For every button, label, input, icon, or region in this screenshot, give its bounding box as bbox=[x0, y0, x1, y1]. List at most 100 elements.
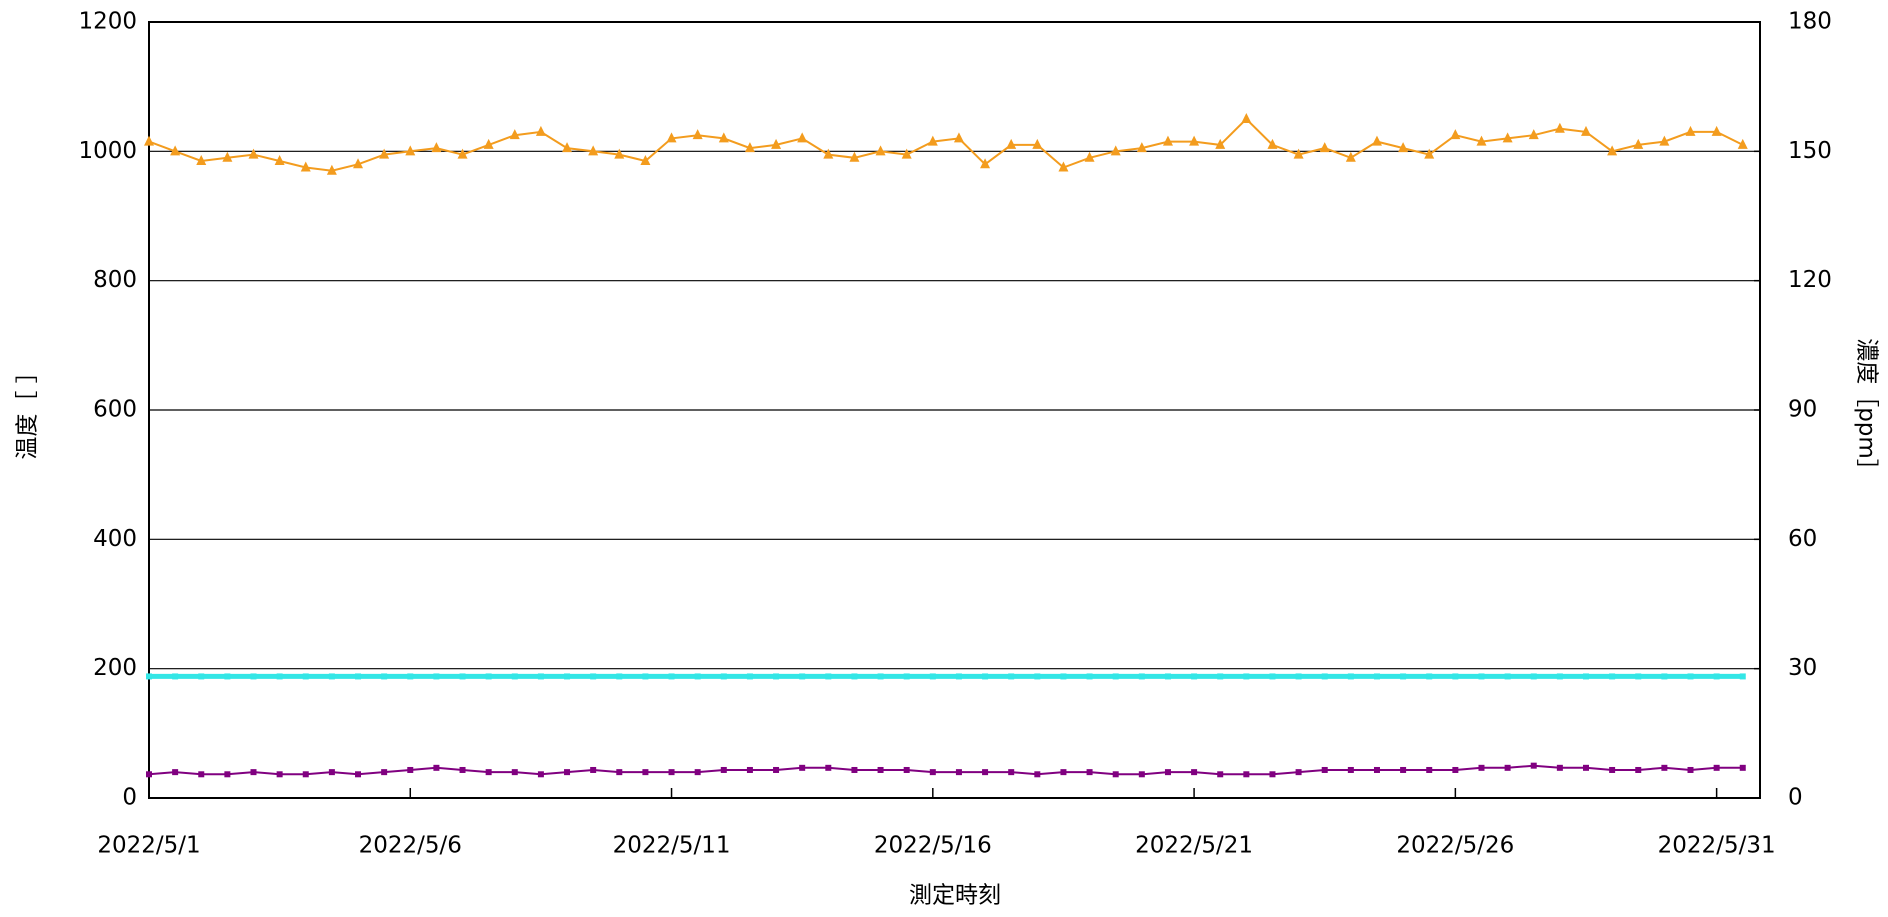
plot-frame bbox=[148, 21, 1761, 799]
marker bbox=[407, 673, 414, 680]
x-tick-label: 2022/5/26 bbox=[1396, 833, 1514, 859]
marker bbox=[982, 769, 989, 776]
marker bbox=[1426, 673, 1433, 680]
marker bbox=[1060, 769, 1067, 776]
y2-tick-label: 90 bbox=[1788, 397, 1817, 423]
marker bbox=[302, 771, 309, 778]
y2-tick-label: 0 bbox=[1788, 785, 1803, 811]
marker bbox=[590, 766, 597, 773]
marker bbox=[300, 161, 311, 172]
y2-tick-label: 180 bbox=[1788, 9, 1832, 35]
marker bbox=[955, 673, 962, 680]
marker bbox=[1086, 769, 1093, 776]
marker bbox=[903, 673, 910, 680]
marker bbox=[1609, 766, 1616, 773]
marker bbox=[1136, 142, 1147, 153]
marker bbox=[1086, 673, 1093, 680]
marker bbox=[1138, 771, 1145, 778]
marker bbox=[1582, 764, 1589, 771]
marker bbox=[483, 138, 494, 149]
marker bbox=[1267, 138, 1278, 149]
marker bbox=[1217, 771, 1224, 778]
marker bbox=[694, 769, 701, 776]
marker bbox=[980, 158, 991, 169]
marker bbox=[668, 673, 675, 680]
marker bbox=[746, 673, 753, 680]
marker bbox=[276, 673, 283, 680]
marker bbox=[744, 142, 755, 153]
marker bbox=[1739, 764, 1746, 771]
marker bbox=[590, 673, 597, 680]
marker bbox=[823, 148, 834, 159]
marker bbox=[1164, 769, 1171, 776]
marker bbox=[381, 769, 388, 776]
marker bbox=[1241, 113, 1252, 123]
marker bbox=[875, 145, 886, 156]
marker bbox=[250, 769, 257, 776]
marker bbox=[773, 766, 780, 773]
marker bbox=[326, 164, 337, 175]
marker bbox=[1556, 673, 1563, 680]
marker bbox=[302, 673, 309, 680]
marker bbox=[1713, 764, 1720, 771]
marker bbox=[588, 145, 599, 156]
marker bbox=[1528, 129, 1539, 140]
marker bbox=[1502, 132, 1513, 143]
marker bbox=[222, 151, 233, 162]
y-tick-label: 600 bbox=[93, 397, 137, 423]
marker bbox=[718, 132, 729, 143]
marker bbox=[1373, 673, 1380, 680]
marker bbox=[797, 132, 808, 143]
marker bbox=[485, 673, 492, 680]
marker bbox=[851, 766, 858, 773]
marker bbox=[170, 145, 181, 156]
marker bbox=[1347, 766, 1354, 773]
marker bbox=[562, 142, 573, 153]
x-axis-title: 測定時刻 bbox=[909, 883, 1001, 909]
marker bbox=[953, 132, 964, 143]
marker bbox=[485, 769, 492, 776]
marker bbox=[1162, 135, 1173, 146]
marker bbox=[1478, 764, 1485, 771]
marker bbox=[433, 764, 440, 771]
marker bbox=[1580, 125, 1591, 136]
marker bbox=[1008, 673, 1015, 680]
marker bbox=[535, 125, 546, 136]
marker bbox=[825, 764, 832, 771]
marker bbox=[1191, 769, 1198, 776]
marker bbox=[1633, 138, 1644, 149]
marker bbox=[1034, 771, 1041, 778]
marker bbox=[433, 673, 440, 680]
marker bbox=[172, 769, 179, 776]
marker bbox=[172, 673, 179, 680]
marker bbox=[1450, 129, 1461, 140]
marker bbox=[1269, 673, 1276, 680]
y2-tick-label: 150 bbox=[1788, 138, 1832, 164]
marker bbox=[642, 673, 649, 680]
marker bbox=[457, 148, 468, 159]
marker bbox=[1110, 145, 1121, 156]
marker bbox=[1243, 771, 1250, 778]
series-line bbox=[148, 117, 1744, 172]
marker bbox=[146, 771, 152, 778]
marker bbox=[509, 129, 520, 140]
marker bbox=[929, 673, 936, 680]
marker bbox=[955, 769, 962, 776]
marker bbox=[459, 766, 466, 773]
y2-tick-label: 30 bbox=[1788, 655, 1817, 681]
marker bbox=[746, 766, 753, 773]
marker bbox=[1452, 673, 1459, 680]
marker bbox=[1687, 673, 1694, 680]
marker bbox=[1295, 673, 1302, 680]
marker bbox=[274, 155, 285, 166]
marker bbox=[1008, 769, 1015, 776]
marker bbox=[198, 673, 205, 680]
marker bbox=[1659, 135, 1670, 146]
marker bbox=[1400, 673, 1407, 680]
marker bbox=[511, 673, 518, 680]
marker bbox=[407, 766, 414, 773]
marker bbox=[276, 771, 283, 778]
marker bbox=[901, 148, 912, 159]
marker bbox=[1215, 138, 1226, 149]
